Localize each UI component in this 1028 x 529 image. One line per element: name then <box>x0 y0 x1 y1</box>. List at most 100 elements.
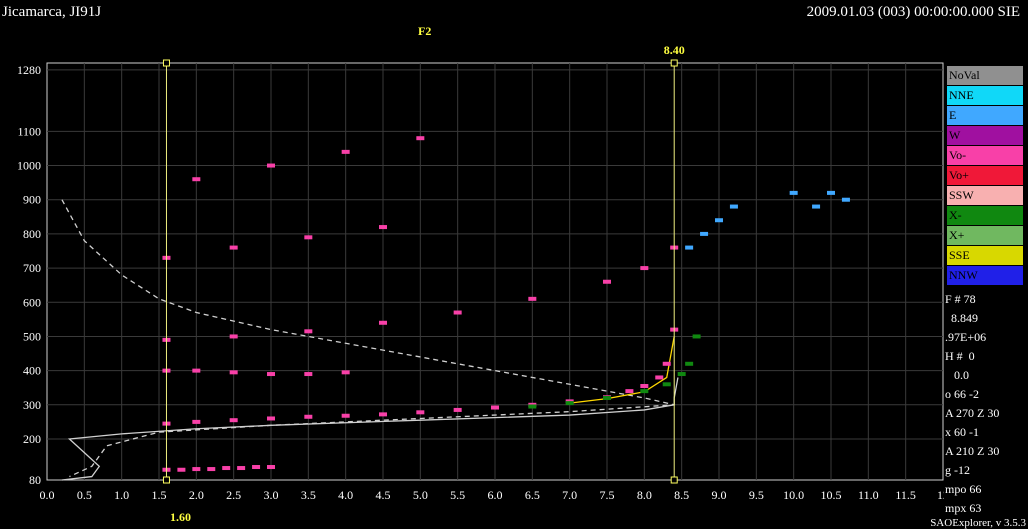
ionogram-plot[interactable]: 0.0 0.5 1.0 1.5 2.0 2.5 3.0 3.5 4.0 4.5 5.0 5.5 6.0 6… <box>0 0 944 529</box>
x-tick-label: 0.5 <box>77 488 92 502</box>
x-tick-label: 1.5 <box>152 488 167 502</box>
trace-point <box>528 296 537 301</box>
param-h-value: 0.0 <box>945 368 969 382</box>
y-tick-label: 900 <box>23 193 41 207</box>
fmin-marker-handle-bottom <box>162 476 170 484</box>
profile-line <box>569 336 675 404</box>
trace-point <box>229 370 238 375</box>
param-o-polarization: o 66 -2 <box>945 387 979 401</box>
trace-point <box>267 163 275 168</box>
y-tick-label: 1000 <box>17 159 41 173</box>
trace-point <box>304 414 313 419</box>
trace-point <box>379 412 387 417</box>
trace-point <box>222 466 231 471</box>
trace-point <box>416 136 425 141</box>
trace-point <box>453 407 462 412</box>
legend-item-vo-plus: Vo+ <box>947 166 1023 185</box>
trace-point <box>640 266 649 271</box>
legend-item-noval: NoVal <box>947 66 1023 85</box>
trace-point <box>341 370 350 375</box>
trace-point <box>341 149 350 154</box>
legend-item-x-plus: X+ <box>947 226 1023 245</box>
x-tick-label: 6.5 <box>525 488 540 502</box>
trace-point <box>192 467 201 472</box>
x-tick-label: 10.0 <box>783 488 804 502</box>
trace-point <box>267 372 275 377</box>
legend-item-x-minus: X- <box>947 206 1023 225</box>
param-density: .97E+06 <box>945 330 987 344</box>
trace-point <box>341 413 350 418</box>
trace-point <box>252 465 261 470</box>
trace-point <box>603 279 611 284</box>
y-tick-label: 1280 <box>17 63 41 77</box>
trace-point <box>812 204 821 209</box>
y-tick-label: 80 <box>29 473 41 487</box>
trace-point <box>625 389 634 394</box>
legend-item-nne: NNE <box>947 86 1023 105</box>
trace-point <box>304 329 313 334</box>
y-tick-label: 300 <box>23 398 41 412</box>
trace-point <box>677 372 686 377</box>
trace-point <box>229 245 238 250</box>
trace-point <box>789 190 798 195</box>
trace-point <box>491 405 499 410</box>
y-tick-label: 600 <box>23 295 41 309</box>
trace-point <box>267 416 275 421</box>
trace-point <box>827 190 835 195</box>
trace-point <box>379 225 387 230</box>
trace-point <box>662 361 671 366</box>
y-tick-label: 1100 <box>17 124 41 138</box>
fof2-marker-label: 8.40 <box>664 43 685 57</box>
legend-item-ssw: SSW <box>947 186 1023 205</box>
legend-item-sse: SSE <box>947 246 1023 265</box>
y-tick-label: 700 <box>23 261 41 275</box>
layer-label: F2 <box>418 24 432 38</box>
x-tick-label: 11.0 <box>858 488 879 502</box>
trace-point <box>692 334 701 339</box>
trace-point <box>229 418 238 423</box>
fof2-marker-handle-top <box>670 59 678 67</box>
x-tick-label: 6.0 <box>488 488 503 502</box>
trace-point <box>640 389 649 394</box>
trace-point <box>229 334 238 339</box>
trace-point <box>192 419 201 424</box>
param-mpo: mpo 66 <box>945 482 982 496</box>
x-tick-label: 4.0 <box>338 488 353 502</box>
trace-point <box>237 466 246 471</box>
trace-point <box>685 361 694 366</box>
x-tick-label: 10.5 <box>821 488 842 502</box>
trace-point <box>655 375 664 380</box>
trace-point <box>267 465 275 470</box>
trace-point <box>715 218 723 223</box>
legend-item-nnw: NNW <box>947 266 1023 285</box>
fof2-marker-handle-bottom <box>670 476 678 484</box>
legend-item-e: E <box>947 106 1023 125</box>
x-tick-label: 9.5 <box>749 488 764 502</box>
param-gain: g -12 <box>945 463 970 477</box>
trace-point <box>304 372 313 377</box>
trace-point <box>416 410 425 415</box>
x-tick-label: 12 <box>937 488 944 502</box>
trace-point <box>662 382 671 387</box>
station-title: Jicamarca, JI91J <box>2 4 102 20</box>
param-o-azimuth: A 270 Z 30 <box>945 406 1000 420</box>
trace-point <box>207 467 216 472</box>
legend: NoVal NNE E W Vo- Vo+ SSW X- X+ SSE NNW <box>947 66 1023 286</box>
fmin-marker-handle-top <box>162 59 170 67</box>
x-tick-label: 7.0 <box>562 488 577 502</box>
trace-point <box>192 177 201 182</box>
y-tick-label: 500 <box>23 329 41 343</box>
x-tick-label: 7.5 <box>600 488 615 502</box>
trace-point <box>603 395 611 400</box>
param-x-polarization: x 60 -1 <box>945 425 979 439</box>
datetime-label: 2009.01.03 (003) 00:00:00.000 SIE <box>806 4 1020 20</box>
trace-point <box>192 368 201 373</box>
x-tick-label: 8.0 <box>637 488 652 502</box>
y-tick-label: 200 <box>23 432 41 446</box>
param-mpx: mpx 63 <box>945 501 982 515</box>
param-f-value: 8.849 <box>945 311 978 325</box>
x-tick-label: 4.5 <box>376 488 391 502</box>
trace-point <box>177 467 186 472</box>
x-tick-label: 3.0 <box>264 488 279 502</box>
param-h-count: H # 0 <box>945 349 975 363</box>
